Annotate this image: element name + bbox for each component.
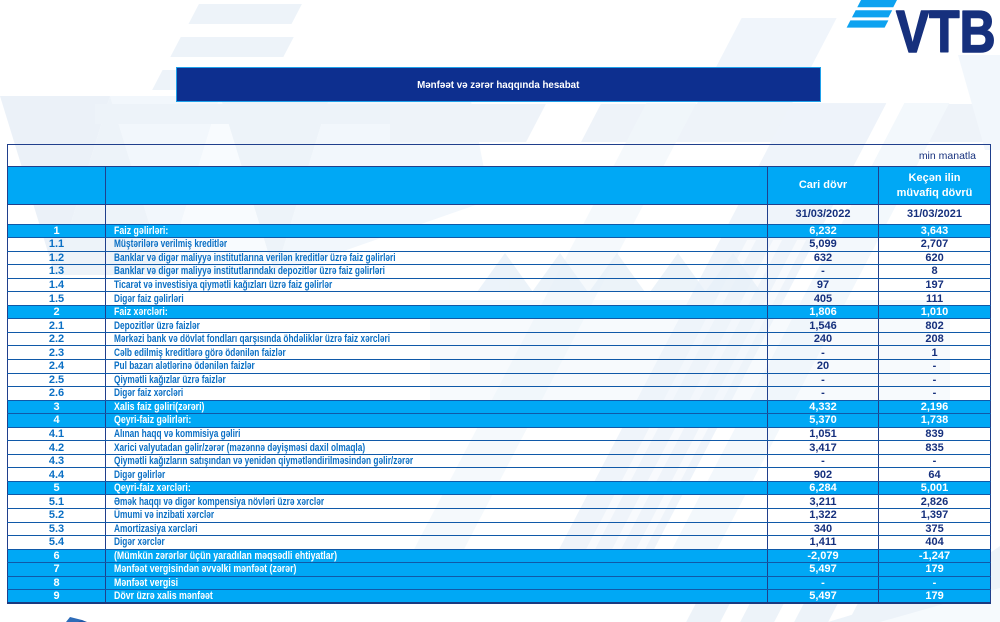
svg-text:VTB: VTB (896, 0, 996, 60)
